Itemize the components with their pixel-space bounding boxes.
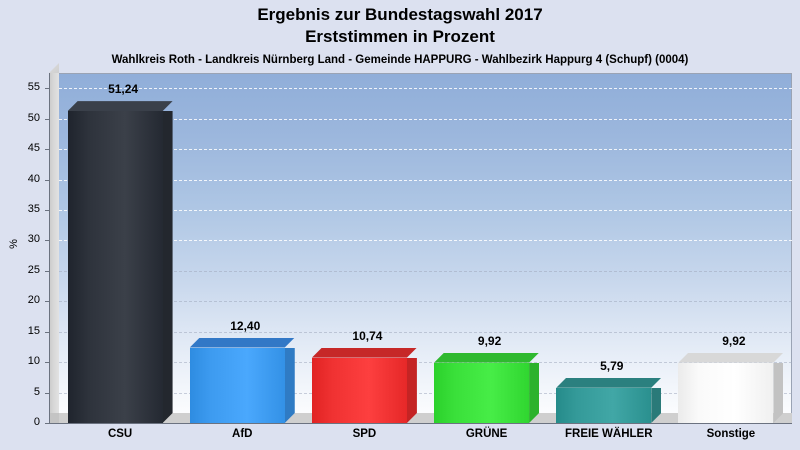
chart-title-line-2: Erststimmen in Prozent bbox=[305, 27, 495, 46]
bar-side-face bbox=[407, 358, 417, 423]
plot-background bbox=[59, 73, 792, 423]
y-axis-tick-label: 40 bbox=[27, 172, 40, 185]
y-axis-tick-mark bbox=[45, 240, 49, 242]
gridline bbox=[59, 118, 792, 120]
plot-left-wall bbox=[49, 73, 59, 423]
y-axis-tick-mark bbox=[45, 209, 49, 211]
x-axis-label: FREIE WÄHLER bbox=[564, 428, 653, 440]
bar-top-face bbox=[190, 338, 295, 348]
bar[interactable] bbox=[189, 338, 285, 423]
y-axis-tick-label: 20 bbox=[27, 294, 40, 307]
bar[interactable] bbox=[67, 101, 163, 423]
y-axis-tick-label: 30 bbox=[27, 233, 40, 246]
bar-front-face bbox=[434, 362, 530, 423]
gridline bbox=[59, 270, 792, 272]
gridline bbox=[59, 362, 792, 364]
y-axis-tick-mark bbox=[45, 149, 49, 151]
gridline bbox=[59, 179, 792, 181]
y-axis-line bbox=[49, 73, 50, 423]
y-axis-tick-label: 25 bbox=[27, 263, 40, 276]
plot-wall-top-corner bbox=[49, 63, 59, 73]
gridline bbox=[59, 209, 792, 211]
y-axis-tick-label: 45 bbox=[27, 142, 40, 155]
plot-floor-corner bbox=[49, 413, 59, 423]
bar-value-label: 10,74 bbox=[352, 328, 383, 343]
bar-value-label: 5,79 bbox=[600, 358, 624, 373]
bar-side-face bbox=[651, 388, 661, 423]
bar-value-label: 9,92 bbox=[722, 333, 746, 348]
y-axis-tick-mark bbox=[45, 179, 49, 181]
bar-top-face bbox=[678, 353, 783, 363]
x-axis-label: CSU bbox=[107, 428, 133, 440]
y-axis-tick-label: 35 bbox=[27, 202, 40, 215]
y-axis-tick-mark bbox=[45, 423, 49, 424]
x-axis-line bbox=[49, 423, 792, 424]
y-axis-tick-mark bbox=[45, 88, 49, 90]
bar[interactable] bbox=[434, 353, 529, 423]
bar-front-face bbox=[67, 111, 163, 423]
bar-side-face bbox=[163, 111, 173, 423]
bar-front-face bbox=[311, 357, 407, 423]
y-axis-tick-label: 55 bbox=[27, 81, 40, 94]
y-axis-tick-label: 0 bbox=[33, 416, 40, 428]
y-axis-tick-mark bbox=[45, 392, 49, 394]
x-axis-label: SPD bbox=[352, 428, 377, 440]
bar-front-face bbox=[556, 387, 652, 423]
chart-title-block: Ergebnis zur Bundestagswahl 2017 Erststi… bbox=[0, 4, 800, 69]
bar-side-face bbox=[529, 363, 539, 423]
bar[interactable] bbox=[311, 348, 407, 423]
y-axis-tick-label: 5 bbox=[33, 385, 40, 398]
x-axis-label: AfD bbox=[232, 428, 253, 440]
y-axis-tick-label: 10 bbox=[27, 355, 40, 368]
x-axis-label: GRÜNE bbox=[465, 428, 508, 440]
bar-front-face bbox=[678, 362, 774, 423]
bar-side-face bbox=[773, 363, 783, 423]
gridline bbox=[59, 331, 792, 333]
bar-value-label: 9,92 bbox=[477, 333, 502, 348]
y-axis-tick-mark bbox=[45, 331, 49, 333]
gridline bbox=[59, 301, 792, 303]
chart-title-line-1: Ergebnis zur Bundestagswahl 2017 bbox=[257, 5, 543, 24]
bar-value-label: 51,24 bbox=[108, 82, 139, 97]
gridline bbox=[59, 240, 792, 242]
bar-top-face bbox=[556, 378, 661, 388]
x-axis-label: Sonstige bbox=[706, 428, 756, 440]
y-axis-tick-mark bbox=[45, 118, 49, 120]
gridline bbox=[59, 392, 792, 394]
y-axis-tick-label: 50 bbox=[27, 111, 40, 124]
y-axis-tick-mark bbox=[45, 362, 49, 364]
plot-area bbox=[49, 63, 793, 425]
bar[interactable] bbox=[556, 378, 651, 423]
y-axis-tick-label: 15 bbox=[27, 324, 40, 337]
bar-value-label: 12,40 bbox=[230, 318, 261, 333]
bar-top-face bbox=[312, 348, 417, 358]
bar-side-face bbox=[285, 348, 295, 423]
y-axis-tick-mark bbox=[45, 270, 49, 272]
gridline bbox=[59, 149, 792, 151]
bar[interactable] bbox=[678, 353, 773, 423]
gridline bbox=[59, 88, 792, 90]
y-axis-tick-mark bbox=[45, 301, 49, 303]
bar-front-face bbox=[189, 347, 285, 423]
bar-top-face bbox=[434, 353, 539, 363]
chart-subtitle: Wahlkreis Roth - Landkreis Nürnberg Land… bbox=[111, 54, 689, 66]
plot-floor bbox=[49, 413, 792, 423]
bar-top-face bbox=[68, 101, 173, 111]
